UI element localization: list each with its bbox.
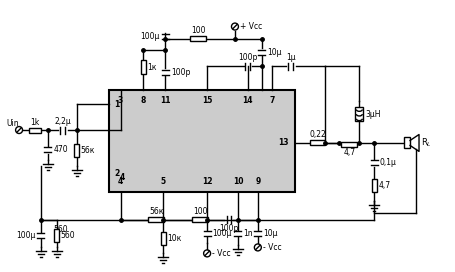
Text: 1к: 1к [147, 63, 157, 72]
Text: 100μ: 100μ [140, 32, 160, 41]
Text: - Vcc: - Vcc [212, 249, 230, 258]
Text: 0,1μ: 0,1μ [379, 158, 396, 167]
Text: 1μ: 1μ [285, 53, 295, 62]
Text: 14: 14 [242, 96, 253, 105]
Bar [161, 232, 166, 245]
Text: Uin: Uin [6, 119, 19, 128]
Bar [341, 143, 357, 147]
Text: 470: 470 [53, 146, 68, 154]
Text: 8: 8 [141, 96, 146, 105]
Text: 56к: 56к [81, 146, 95, 155]
Text: 11: 11 [160, 96, 170, 105]
Text: 560: 560 [61, 231, 76, 240]
Text: 4: 4 [118, 177, 123, 186]
Bar [371, 179, 376, 192]
Text: 10к: 10к [167, 234, 181, 243]
Bar [54, 229, 59, 242]
Text: 56к: 56к [149, 207, 163, 216]
Text: 1k: 1k [30, 118, 40, 126]
Text: 100μ: 100μ [16, 231, 35, 240]
Text: 1: 1 [114, 100, 120, 109]
Text: 100μ: 100μ [212, 229, 232, 238]
Text: 3μH: 3μH [364, 110, 380, 119]
Bar [108, 90, 294, 192]
Text: R$_L$: R$_L$ [420, 137, 431, 149]
Text: - Vcc: - Vcc [262, 243, 281, 252]
Text: 4,7: 4,7 [377, 181, 389, 190]
Text: 5: 5 [161, 177, 166, 186]
Text: 100p: 100p [238, 53, 257, 62]
Text: 2: 2 [114, 169, 120, 178]
Bar [148, 217, 164, 222]
Text: 7: 7 [268, 96, 274, 105]
Text: 100: 100 [192, 207, 207, 216]
Text: 10: 10 [232, 177, 243, 186]
Text: 1n: 1n [243, 229, 253, 238]
Text: 15: 15 [202, 96, 212, 105]
Text: 100p: 100p [171, 68, 190, 77]
Text: 560: 560 [53, 225, 67, 234]
Text: 100: 100 [191, 26, 205, 35]
Text: + Vcc: + Vcc [239, 22, 262, 31]
Bar [74, 144, 79, 157]
Text: 10μ: 10μ [263, 229, 277, 238]
Bar [190, 36, 206, 41]
Text: 4,7: 4,7 [343, 149, 354, 157]
Text: 4: 4 [120, 173, 125, 182]
Bar [141, 60, 146, 74]
Bar [192, 217, 207, 222]
Text: 3: 3 [118, 96, 123, 105]
Bar [29, 128, 41, 132]
Bar [354, 107, 363, 121]
Text: 0,22: 0,22 [308, 131, 325, 140]
Text: 12: 12 [202, 177, 212, 186]
Text: 2,2μ: 2,2μ [54, 117, 71, 126]
Text: 10μ: 10μ [267, 48, 281, 57]
Bar [403, 137, 409, 149]
Bar [309, 140, 325, 146]
Text: 100p: 100p [219, 224, 238, 233]
Text: 13: 13 [278, 138, 288, 147]
Text: 9: 9 [255, 177, 260, 186]
